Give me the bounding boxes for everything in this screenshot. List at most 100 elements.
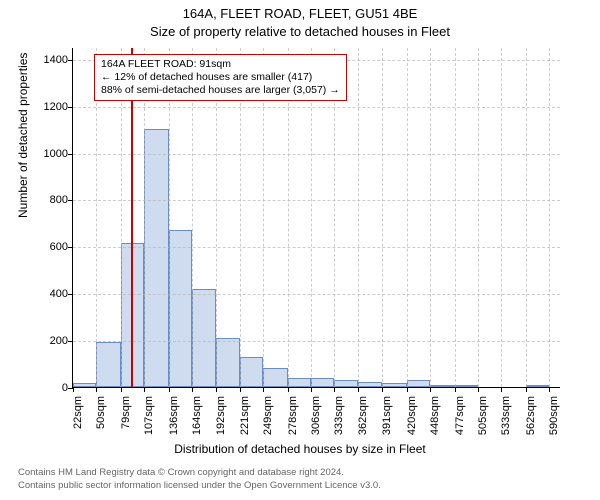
x-tick-mark: [358, 387, 359, 392]
chart-title-sub: Size of property relative to detached ho…: [0, 24, 600, 39]
histogram-bar: [455, 385, 478, 387]
x-tick-label: 221sqm: [239, 396, 251, 440]
x-tick-label: 505sqm: [477, 396, 489, 440]
y-tick-mark: [68, 341, 73, 342]
copyright-text: Contains HM Land Registry data © Crown c…: [18, 467, 381, 492]
x-tick-label: 107sqm: [143, 396, 155, 440]
x-tick-label: 50sqm: [95, 396, 107, 440]
x-tick-mark: [96, 387, 97, 392]
copyright-line-2: Contains public sector information licen…: [18, 480, 381, 492]
histogram-bar: [216, 338, 240, 387]
chart-title-main: 164A, FLEET ROAD, FLEET, GU51 4BE: [0, 6, 600, 21]
x-tick-mark: [549, 387, 550, 392]
y-tick-label: 1000: [28, 148, 68, 160]
grid-line-horizontal: [73, 341, 560, 342]
histogram-bar: [240, 357, 263, 387]
y-tick-label: 400: [28, 288, 68, 300]
histogram-bar: [526, 385, 549, 387]
y-axis-label: Number of detached properties: [16, 53, 30, 218]
histogram-bar: [96, 342, 120, 387]
grid-line-vertical: [358, 48, 359, 387]
x-tick-label: 590sqm: [548, 396, 560, 440]
annotation-line-2: ← 12% of detached houses are smaller (41…: [101, 71, 340, 84]
x-tick-mark: [169, 387, 170, 392]
x-tick-label: 391sqm: [381, 396, 393, 440]
histogram-bar: [358, 382, 382, 387]
histogram-bar: [169, 230, 192, 387]
y-tick-label: 600: [28, 241, 68, 253]
histogram-bar: [382, 383, 406, 387]
x-tick-mark: [240, 387, 241, 392]
x-tick-mark: [144, 387, 145, 392]
grid-line-vertical: [526, 48, 527, 387]
y-tick-mark: [68, 294, 73, 295]
y-tick-label: 200: [28, 335, 68, 347]
y-tick-label: 800: [28, 194, 68, 206]
y-tick-mark: [68, 60, 73, 61]
histogram-bar: [334, 380, 358, 387]
grid-line-horizontal: [73, 154, 560, 155]
histogram-bar: [407, 380, 430, 387]
x-tick-label: 420sqm: [406, 396, 418, 440]
x-tick-mark: [192, 387, 193, 392]
y-tick-mark: [68, 154, 73, 155]
x-tick-mark: [263, 387, 264, 392]
y-tick-label: 0: [28, 382, 68, 394]
copyright-line-1: Contains HM Land Registry data © Crown c…: [18, 467, 381, 479]
grid-line-vertical: [501, 48, 502, 387]
histogram-bar: [311, 378, 334, 387]
chart-container: 164A, FLEET ROAD, FLEET, GU51 4BE Size o…: [0, 0, 600, 500]
x-tick-label: 477sqm: [454, 396, 466, 440]
x-tick-label: 22sqm: [72, 396, 84, 440]
grid-line-vertical: [478, 48, 479, 387]
y-tick-label: 1200: [28, 101, 68, 113]
grid-line-horizontal: [73, 200, 560, 201]
x-tick-mark: [73, 387, 74, 392]
x-tick-label: 333sqm: [333, 396, 345, 440]
histogram-bar: [144, 129, 168, 387]
x-tick-mark: [382, 387, 383, 392]
x-tick-mark: [121, 387, 122, 392]
grid-line-horizontal: [73, 107, 560, 108]
histogram-bar: [73, 383, 96, 387]
x-axis-label: Distribution of detached houses by size …: [0, 442, 600, 456]
grid-line-vertical: [407, 48, 408, 387]
x-tick-label: 306sqm: [310, 396, 322, 440]
x-tick-label: 362sqm: [357, 396, 369, 440]
grid-line-vertical: [455, 48, 456, 387]
x-tick-label: 249sqm: [262, 396, 274, 440]
histogram-bar: [192, 289, 215, 387]
x-tick-mark: [334, 387, 335, 392]
y-tick-mark: [68, 247, 73, 248]
annotation-box: 164A FLEET ROAD: 91sqm ← 12% of detached…: [94, 54, 347, 101]
grid-line-horizontal: [73, 247, 560, 248]
histogram-bar: [288, 378, 311, 387]
grid-line-vertical: [549, 48, 550, 387]
x-tick-mark: [311, 387, 312, 392]
grid-line-vertical: [382, 48, 383, 387]
grid-line-horizontal: [73, 294, 560, 295]
x-tick-mark: [430, 387, 431, 392]
x-tick-label: 562sqm: [525, 396, 537, 440]
x-tick-label: 79sqm: [120, 396, 132, 440]
x-tick-label: 533sqm: [500, 396, 512, 440]
annotation-line-3: 88% of semi-detached houses are larger (…: [101, 84, 340, 97]
y-tick-mark: [68, 200, 73, 201]
annotation-line-1: 164A FLEET ROAD: 91sqm: [101, 58, 340, 71]
x-tick-label: 278sqm: [287, 396, 299, 440]
x-tick-mark: [455, 387, 456, 392]
x-tick-label: 136sqm: [168, 396, 180, 440]
histogram-bar: [430, 385, 454, 387]
grid-line-vertical: [430, 48, 431, 387]
x-tick-mark: [501, 387, 502, 392]
x-tick-mark: [407, 387, 408, 392]
x-tick-mark: [288, 387, 289, 392]
x-tick-mark: [216, 387, 217, 392]
y-tick-mark: [68, 107, 73, 108]
histogram-bar: [263, 368, 287, 387]
x-tick-label: 192sqm: [215, 396, 227, 440]
x-tick-label: 448sqm: [429, 396, 441, 440]
y-tick-label: 1400: [28, 54, 68, 66]
x-tick-label: 164sqm: [191, 396, 203, 440]
x-tick-mark: [478, 387, 479, 392]
